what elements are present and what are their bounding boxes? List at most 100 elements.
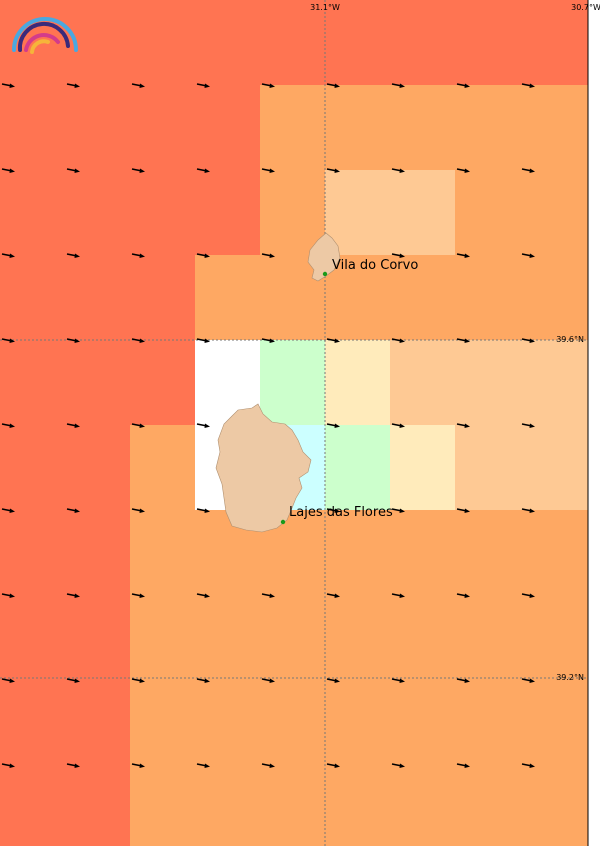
grid-cell [0,170,65,255]
grid-cell [455,680,520,765]
grid-cell [325,0,390,85]
wind-arrow-head [529,423,535,428]
grid-cell [0,510,65,595]
wind-arrow-head [529,763,535,768]
wind-arrow-head [399,593,405,598]
lat-label: 39.2°N [556,673,584,682]
grid-cell [390,0,455,85]
wind-arrow-head [74,338,80,343]
lat-label: 39.6°N [556,335,584,344]
grid-cell [325,340,390,425]
wind-arrow-head [529,253,535,258]
wind-arrow-head [464,593,470,598]
place-marker [322,271,328,277]
wind-arrow-head [464,763,470,768]
wind-arrow-head [399,763,405,768]
grid-cell [0,255,65,340]
grid-cell [130,0,195,85]
grid-cell [325,170,390,255]
wind-arrow-head [399,338,405,343]
grid-cell [130,255,195,340]
grid-cell [0,425,65,510]
wind-arrow-head [139,83,145,88]
wind-arrow-head [139,678,145,683]
grid-cell [130,170,195,255]
grid-cell [390,595,455,680]
grid-cell [390,340,455,425]
wind-arrow-head [74,508,80,513]
grid-cell [325,765,390,846]
wind-arrow-head [529,168,535,173]
wind-arrow-head [204,83,210,88]
wind-arrow-head [529,338,535,343]
grid-cell [130,340,195,425]
place-label: Lajes das Flores [289,505,393,520]
wind-arrow-head [464,253,470,258]
grid-cell [0,85,65,170]
wind-arrow-head [464,678,470,683]
wind-arrow-head [399,168,405,173]
wind-arrow-head [399,423,405,428]
grid-cell [455,255,520,340]
grid-cell [390,170,455,255]
wind-arrow-head [269,763,275,768]
wind-arrow-head [204,593,210,598]
wind-arrow-head [139,763,145,768]
grid-cell [65,425,130,510]
grid-cell [65,680,130,765]
wind-arrow-head [9,168,15,173]
wind-arrow-head [464,168,470,173]
wind-arrow-head [139,508,145,513]
grid-cell [520,255,588,340]
wind-arrow-head [9,508,15,513]
grid-cell [325,510,390,595]
grid-cell [130,765,195,846]
wind-arrow-head [204,338,210,343]
grid-cell [195,85,260,170]
place-label: Vila do Corvo [332,258,418,273]
wind-arrow-head [139,593,145,598]
wind-arrow-head [9,253,15,258]
wind-arrow-head [464,423,470,428]
wind-arrow-head [269,678,275,683]
wind-arrow-head [74,423,80,428]
grid-cell [0,765,65,846]
grid-cell [455,595,520,680]
grid-cell [260,765,325,846]
grid-cell [520,85,588,170]
grid-cell [260,0,325,85]
wind-arrow-head [74,253,80,258]
wind-arrow-head [139,253,145,258]
wind-arrow-head [334,593,340,598]
wind-arrow-head [334,338,340,343]
grid-cell [195,255,260,340]
grid-cell [65,255,130,340]
wind-arrow-head [269,593,275,598]
grid-cell [130,680,195,765]
wind-arrow-head [74,168,80,173]
wind-arrow-head [529,83,535,88]
wind-arrow-head [529,508,535,513]
wind-arrow-head [9,423,15,428]
wind-arrow-head [399,83,405,88]
wind-arrow-head [74,763,80,768]
wind-arrow-head [74,593,80,598]
wind-arrow-head [529,593,535,598]
wind-arrow-head [334,508,340,513]
wind-arrow-head [74,678,80,683]
wind-arrow-head [139,423,145,428]
wind-arrow-head [529,678,535,683]
grid-cell [65,765,130,846]
wind-arrow-head [269,253,275,258]
wind-arrow-head [204,678,210,683]
grid-cell [390,425,455,510]
grid-cell [260,170,325,255]
wind-arrow-head [204,763,210,768]
grid-cell [260,595,325,680]
grid-cell [325,85,390,170]
grid-cell [130,425,195,510]
grid-cell [195,170,260,255]
wind-arrow-head [464,338,470,343]
